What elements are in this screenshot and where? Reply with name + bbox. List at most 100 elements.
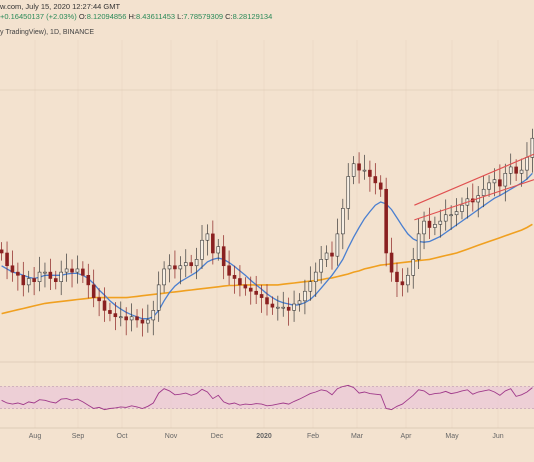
- candle: [200, 224, 204, 269]
- header-line-1: w.com, July 15, 2020 12:27:44 GMT: [0, 2, 120, 11]
- candle-series: [0, 128, 534, 337]
- candle: [416, 218, 421, 269]
- candle: [232, 265, 237, 294]
- candle: [48, 258, 53, 290]
- candle: [183, 249, 188, 278]
- candle-body: [519, 169, 524, 174]
- candle-body: [308, 281, 313, 292]
- candle: [341, 198, 345, 250]
- candle: [270, 296, 275, 315]
- candle: [129, 303, 134, 332]
- candle-body: [118, 316, 123, 319]
- candle-body: [270, 303, 275, 308]
- candle-body: [313, 271, 318, 282]
- candle-body: [384, 188, 388, 254]
- candle: [438, 209, 443, 238]
- candle: [503, 163, 508, 202]
- candle-body: [324, 252, 329, 260]
- candle: [313, 262, 318, 297]
- candle-body: [525, 157, 529, 171]
- candle: [400, 268, 405, 297]
- candle: [292, 290, 296, 322]
- candle: [303, 279, 307, 315]
- candle: [389, 237, 394, 282]
- rsi-band: [0, 386, 534, 409]
- candle-body: [0, 249, 4, 254]
- candle-body: [227, 265, 231, 276]
- candle: [113, 302, 118, 331]
- candle: [319, 245, 323, 284]
- candle: [16, 262, 20, 291]
- channel-upper-line: [414, 153, 534, 206]
- x-tick-label: Dec: [211, 433, 224, 440]
- candle: [162, 261, 166, 293]
- candle-body: [221, 246, 226, 267]
- candle: [221, 235, 226, 280]
- candle: [32, 267, 36, 296]
- candle: [86, 263, 91, 299]
- candle: [492, 168, 497, 197]
- candle: [211, 220, 215, 265]
- candle: [64, 253, 69, 282]
- rsi-line: [1, 384, 533, 411]
- candle-body: [438, 220, 443, 225]
- candle: [248, 276, 253, 305]
- candle-body: [97, 297, 101, 302]
- candle: [460, 197, 464, 220]
- candle: [433, 216, 437, 236]
- x-tick-label: May: [445, 433, 459, 440]
- x-tick-label: Apr: [401, 433, 413, 440]
- candle-body: [373, 176, 378, 184]
- candle-body: [189, 262, 193, 267]
- candle-body: [183, 262, 188, 267]
- candle-body: [303, 290, 307, 302]
- candle: [422, 211, 426, 250]
- candle-body: [75, 268, 80, 273]
- candle-body: [422, 220, 426, 235]
- candle-body: [21, 275, 26, 286]
- candle-body: [378, 182, 383, 190]
- candle: [454, 198, 459, 227]
- candle-body: [64, 268, 69, 273]
- candle-body: [498, 179, 502, 187]
- candle: [156, 271, 161, 322]
- candle: [70, 259, 74, 288]
- candle-body: [200, 239, 204, 260]
- candle-body: [108, 310, 112, 314]
- candle: [286, 297, 291, 326]
- candle-body: [362, 169, 367, 172]
- candle-body: [59, 271, 63, 282]
- open-value: 8.12094856: [86, 12, 127, 21]
- candle-body: [91, 284, 96, 298]
- x-tick-label: 2020: [256, 433, 272, 440]
- candle-body: [265, 297, 269, 305]
- candle: [406, 267, 410, 293]
- candle: [124, 307, 128, 336]
- candle: [411, 247, 416, 289]
- candle: [205, 224, 210, 256]
- candle-body: [400, 281, 405, 286]
- candle: [151, 300, 156, 336]
- trend-channel: [414, 153, 534, 221]
- candle: [508, 153, 513, 185]
- x-tick-label: Aug: [29, 433, 42, 440]
- candle-body: [481, 188, 486, 196]
- candle: [449, 205, 453, 231]
- low-value: 7.78579309: [183, 12, 224, 21]
- candle: [140, 308, 145, 337]
- candle-body: [454, 211, 459, 216]
- candle-body: [216, 246, 221, 254]
- candle: [395, 262, 399, 297]
- candle: [26, 270, 31, 293]
- candle: [97, 288, 101, 317]
- candle-body: [37, 271, 42, 282]
- candle-body: [146, 319, 150, 324]
- symbol-date-text: w.com, July 15, 2020 12:27:44 GMT: [0, 2, 121, 11]
- candle-body: [70, 268, 74, 273]
- candle: [227, 250, 231, 285]
- candle-body: [232, 275, 237, 279]
- candle: [351, 156, 356, 185]
- candle-body: [406, 275, 410, 286]
- candle-body: [173, 265, 177, 270]
